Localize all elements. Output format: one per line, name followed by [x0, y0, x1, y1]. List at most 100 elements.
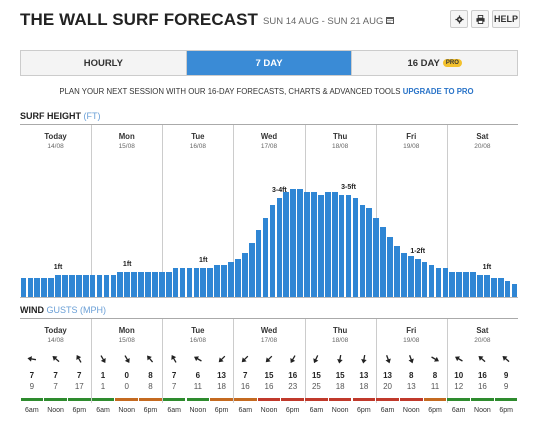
surf-bar [27, 277, 34, 297]
help-label: HELP [493, 14, 518, 24]
tab-7-day[interactable]: 7 DAY [185, 51, 352, 75]
wind-gust: 17 [74, 382, 84, 391]
surf-bar [338, 195, 345, 297]
wind-gust: 13 [406, 382, 416, 391]
surf-bar [421, 262, 428, 297]
wind-day-divider [91, 319, 93, 403]
surf-bar [255, 230, 262, 297]
wind-gust: 8 [148, 382, 153, 391]
wind-day-name: Mon [118, 326, 135, 335]
wind-speed: 7 [243, 371, 248, 380]
wind-day-date: 16/08 [189, 337, 206, 344]
surf-bar [352, 198, 359, 297]
wind-speed: 13 [217, 371, 227, 380]
wind-time-label: 6pm [499, 407, 513, 414]
wind-rating-strip [257, 398, 281, 401]
wind-rating-strip [67, 398, 91, 401]
wind-day-date: 18/08 [331, 337, 349, 344]
view-tabs: HOURLY 7 DAY 16 DAY PRO [20, 50, 518, 76]
surf-bottom-rule [20, 297, 518, 298]
wind-speed: 7 [53, 371, 58, 380]
surf-bar [82, 274, 89, 297]
wind-direction-arrow-icon [169, 354, 179, 364]
wind-rating-strip [447, 398, 471, 401]
wind-day-header: Today 14/08 [20, 326, 91, 344]
surf-bar [497, 277, 504, 297]
wind-day-date: 17/08 [260, 337, 278, 344]
surf-bar [477, 274, 483, 297]
surf-day-name: Sat [476, 132, 489, 141]
surf-bar [241, 252, 248, 297]
wind-time-label: Noon [260, 407, 278, 414]
wind-title-text: WIND [20, 305, 44, 315]
surf-bar [484, 274, 490, 297]
tab-hourly[interactable]: HOURLY [21, 51, 186, 75]
wind-day-header: Sat 20/08 [447, 326, 518, 344]
surf-bar [490, 277, 497, 297]
wind-speed: 8 [432, 371, 438, 380]
wind-speed: 10 [454, 371, 464, 380]
surf-bar [394, 246, 400, 297]
wind-time-label: 6am [167, 407, 181, 414]
wind-day-name: Today [44, 326, 67, 335]
wind-rating-strip [471, 398, 494, 401]
surf-bar [290, 188, 297, 297]
surf-bar [276, 198, 283, 297]
wind-speed: 8 [409, 371, 414, 380]
surf-day-divider [233, 125, 235, 297]
wind-day-header: Thu 18/08 [305, 326, 376, 344]
wind-day-divider [233, 319, 235, 403]
surf-bar [345, 195, 352, 297]
calendar-icon[interactable] [386, 16, 395, 27]
wind-rating-strip [233, 398, 257, 401]
upgrade-link[interactable]: UPGRADE TO PRO [402, 87, 474, 96]
surf-day-date: 16/08 [189, 143, 206, 150]
wind-day-divider [304, 319, 306, 403]
tab-16-day[interactable]: 16 DAY PRO [351, 51, 518, 75]
surf-top-rule [20, 124, 518, 125]
surf-title-text: SURF HEIGHT [20, 111, 82, 121]
wind-day-name: Wed [260, 326, 278, 335]
wind-speed: 15 [264, 371, 274, 380]
wind-speed: 8 [148, 371, 153, 380]
wind-speed: 7 [77, 371, 82, 380]
surf-bar-label: 1ft [482, 263, 492, 271]
surf-bar [366, 208, 373, 297]
wind-direction-arrow-icon [240, 354, 250, 364]
surf-bar [117, 271, 124, 297]
surf-bar [401, 252, 407, 297]
surf-day-date: 15/08 [118, 143, 135, 150]
tab-16-day-label: 16 DAY [407, 57, 440, 69]
wind-direction-arrow-icon [335, 354, 345, 364]
surf-day-header: Thu 18/08 [305, 132, 376, 150]
wind-speed: 7 [29, 371, 35, 380]
surf-bar [235, 258, 241, 297]
wind-gust: 16 [264, 382, 274, 391]
wind-speed: 9 [503, 371, 509, 380]
surf-day-name: Fri [406, 132, 417, 141]
help-button[interactable]: HELP [492, 10, 520, 28]
wind-gust: 16 [240, 382, 250, 391]
wind-rating-strip [376, 398, 399, 401]
wind-day-name: Fri [406, 326, 417, 335]
wind-rating-strip [281, 398, 305, 401]
wind-speed: 6 [195, 371, 201, 380]
surf-bar [359, 204, 366, 297]
surf-bar [158, 271, 165, 297]
wind-day-date: 19/08 [403, 337, 420, 344]
wind-speed: 13 [359, 371, 369, 380]
print-button[interactable] [471, 10, 489, 28]
wind-day-date: 20/08 [474, 337, 491, 344]
wind-time-label: 6pm [285, 407, 300, 414]
surf-bar [55, 274, 61, 297]
surf-bar [200, 268, 207, 297]
wind-direction-arrow-icon [74, 354, 84, 364]
surf-bar [463, 271, 469, 297]
wind-day-divider [446, 319, 448, 403]
wind-time-label: 6am [380, 407, 395, 414]
wind-gust: 18 [335, 382, 345, 391]
surf-day-date: 17/08 [260, 143, 278, 150]
wind-direction-arrow-icon [51, 354, 61, 364]
surf-bar [442, 268, 449, 297]
settings-button[interactable] [450, 10, 468, 28]
